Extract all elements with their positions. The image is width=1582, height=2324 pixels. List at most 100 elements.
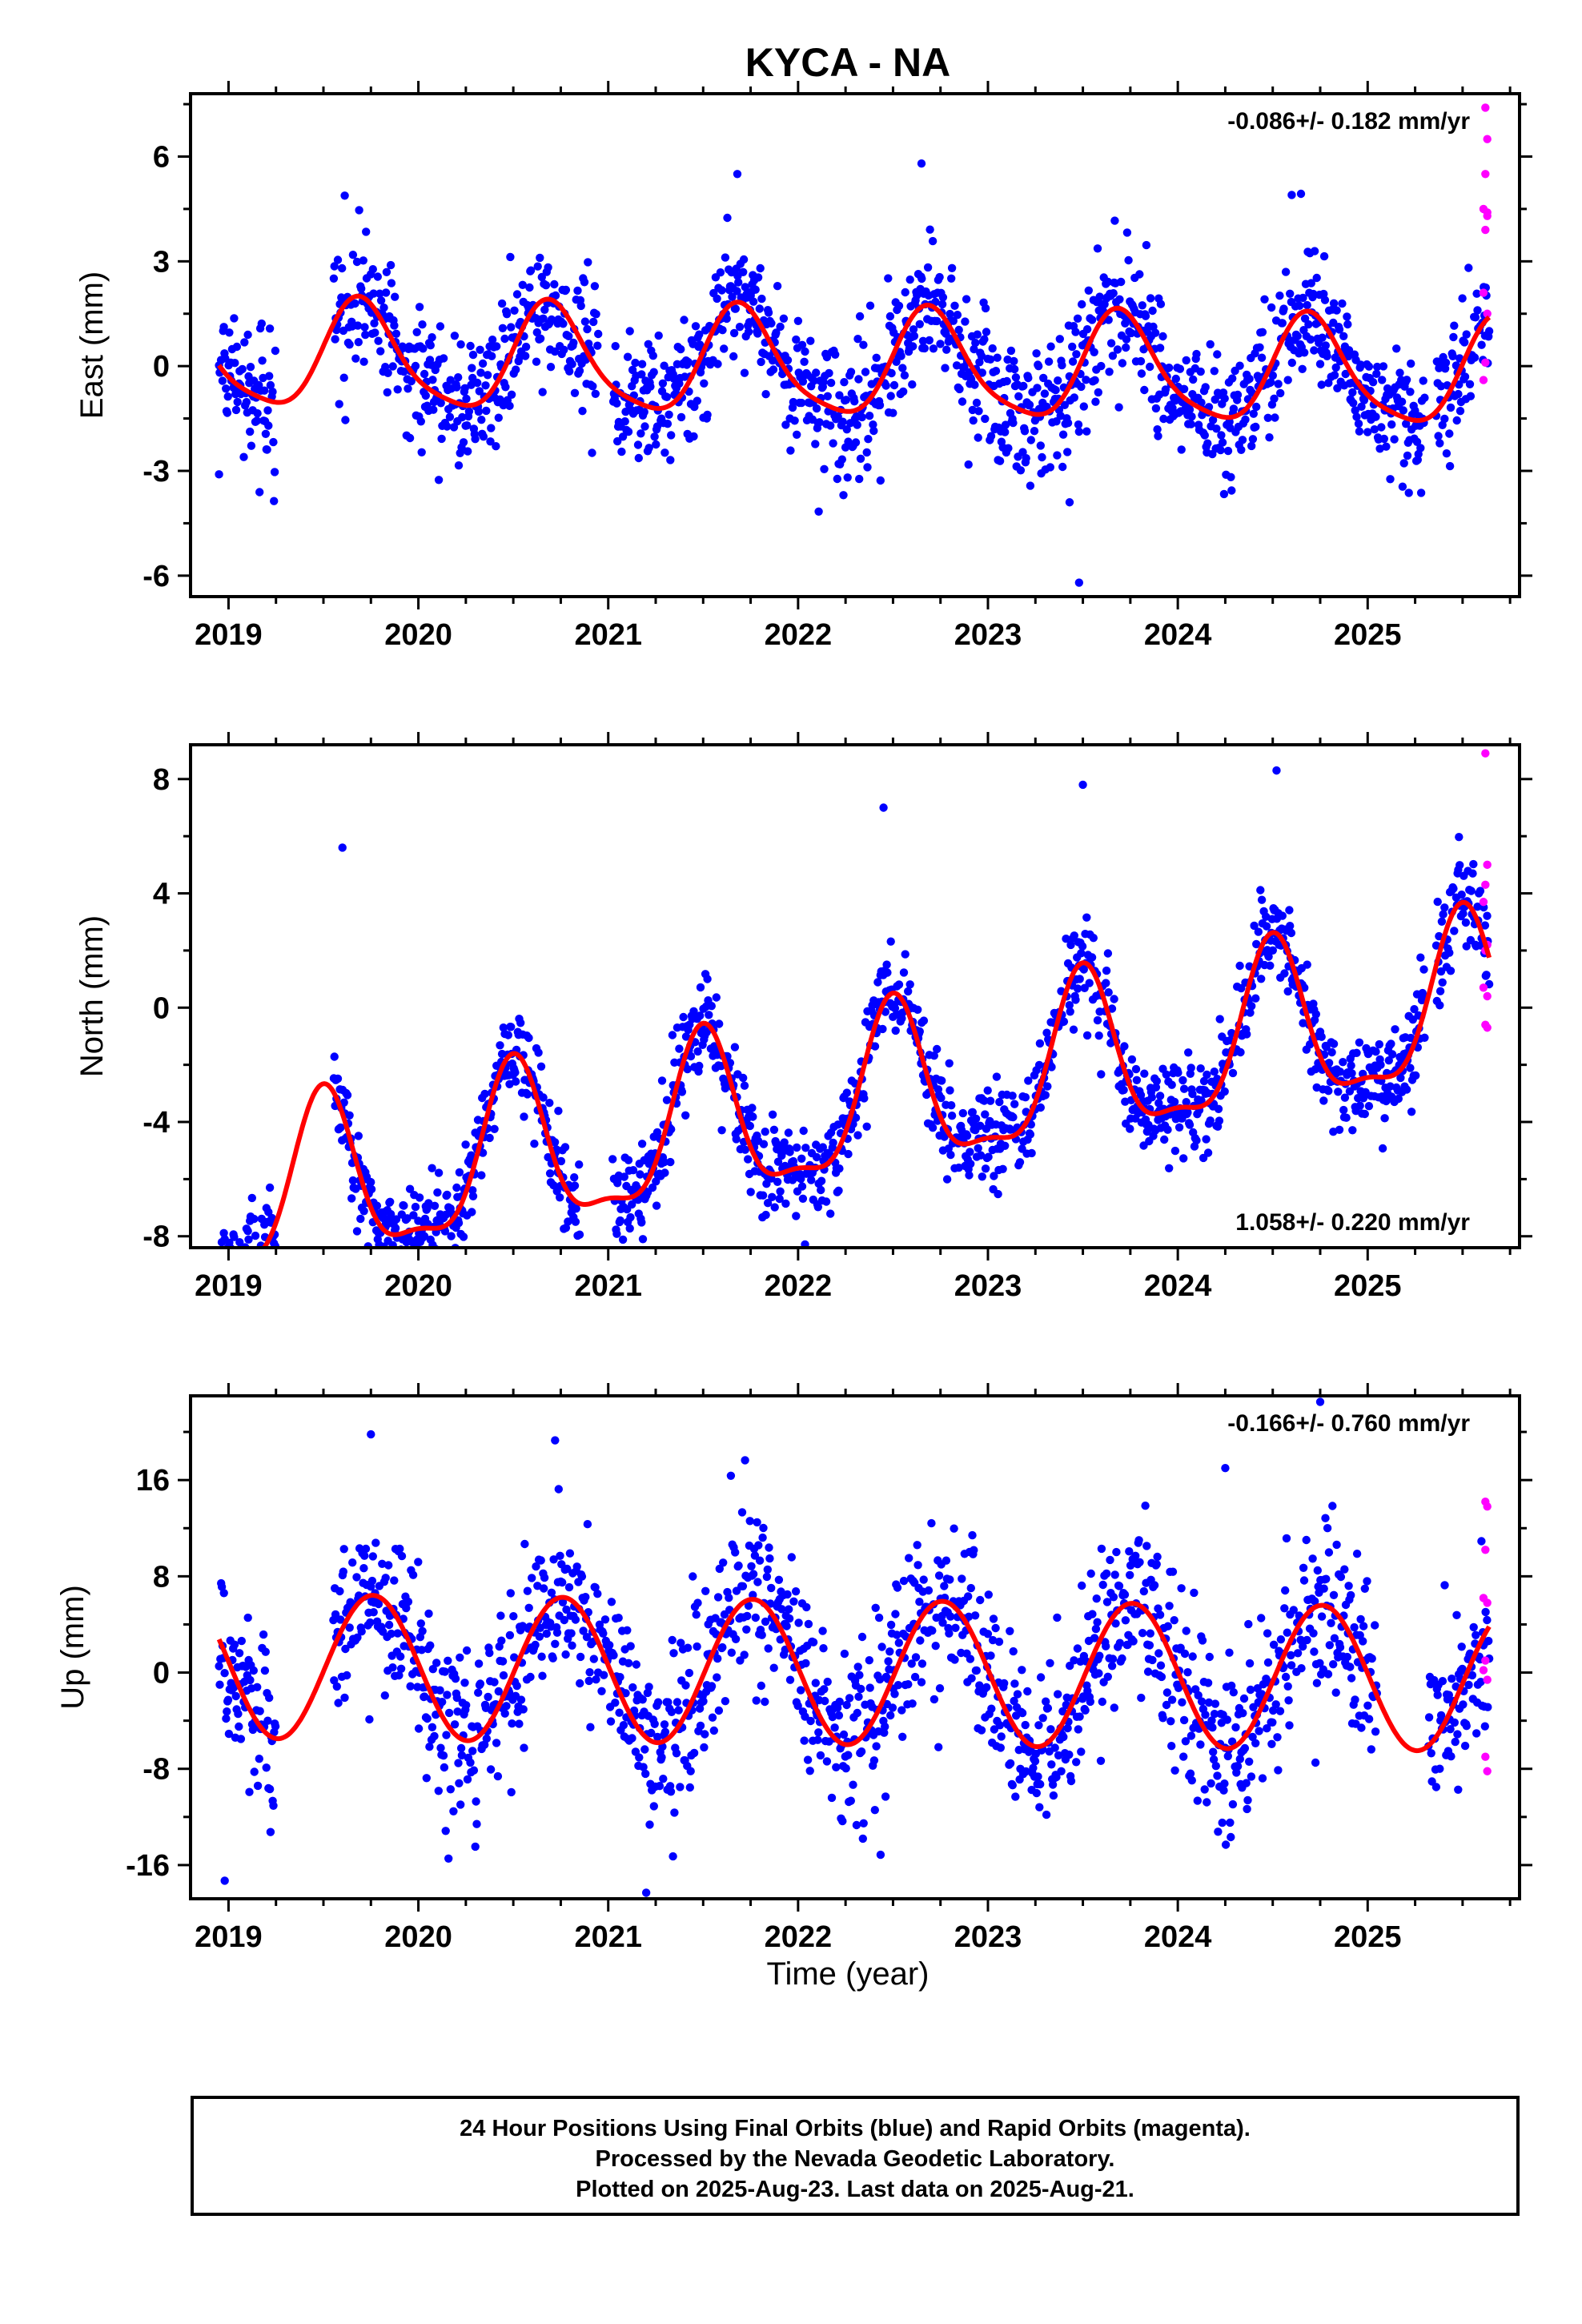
data-point-final <box>230 314 239 323</box>
data-point-final <box>853 1708 862 1718</box>
data-point-final <box>388 1240 397 1248</box>
data-point-final <box>1058 462 1067 472</box>
data-point-final <box>340 191 349 200</box>
data-point-final <box>976 1595 985 1605</box>
data-point-final <box>253 1683 262 1691</box>
data-point-final <box>739 255 749 264</box>
data-point-final <box>1129 1637 1138 1646</box>
data-point-final <box>1233 1762 1243 1771</box>
data-point-final <box>396 1664 406 1673</box>
data-point-final <box>644 1683 653 1691</box>
data-point-final <box>593 1590 602 1598</box>
data-point-final <box>255 1755 263 1763</box>
data-point-final <box>1155 344 1165 352</box>
data-point-final <box>900 371 909 380</box>
data-point-final <box>1051 385 1060 395</box>
data-point-final <box>452 1183 461 1192</box>
data-point-final <box>775 1194 784 1204</box>
data-point-final <box>1094 1669 1103 1678</box>
data-point-final <box>361 1544 371 1554</box>
data-point-final <box>1026 481 1035 490</box>
data-point-final <box>1435 1764 1444 1773</box>
data-point-final <box>1063 448 1072 456</box>
data-point-final <box>485 1133 494 1143</box>
data-point-final <box>230 1640 239 1649</box>
data-point-final <box>1228 1799 1238 1809</box>
data-point-final <box>1108 352 1118 360</box>
data-point-final <box>521 342 531 352</box>
data-point-final <box>693 1047 702 1056</box>
data-point-final <box>1078 780 1087 790</box>
data-point-final <box>1197 398 1206 407</box>
data-point-final <box>225 328 234 337</box>
data-point-final <box>1026 1130 1035 1139</box>
data-point-final <box>1402 420 1411 428</box>
data-point-final <box>1158 332 1167 341</box>
data-point-final <box>1087 953 1097 962</box>
data-point-final <box>703 975 712 983</box>
data-point-final <box>1404 489 1413 497</box>
data-point-final <box>789 1597 798 1606</box>
data-point-final <box>667 431 676 440</box>
data-point-final <box>550 347 560 356</box>
data-point-final <box>1034 1721 1043 1730</box>
data-point-final <box>1090 348 1098 356</box>
data-point-final <box>1434 432 1443 440</box>
data-point-final <box>540 1573 549 1582</box>
data-point-final <box>476 1679 485 1688</box>
data-point-final <box>477 1171 486 1180</box>
data-point-final <box>833 474 842 484</box>
data-point-final <box>1113 345 1122 354</box>
data-point-final <box>467 1151 476 1160</box>
data-point-final <box>1450 1718 1460 1727</box>
data-point-final <box>828 1712 837 1722</box>
data-point-final <box>884 1657 893 1666</box>
data-point-final <box>865 1656 874 1665</box>
data-point-final <box>897 352 905 360</box>
data-point-final <box>1319 1584 1328 1593</box>
y-tick-label: 0 <box>153 350 170 384</box>
data-point-final <box>1447 1675 1456 1683</box>
data-point-final <box>1163 1125 1172 1134</box>
data-point-final <box>371 1270 379 1278</box>
data-point-final <box>407 376 416 386</box>
data-point-final <box>891 1610 900 1618</box>
data-point-final <box>637 1140 647 1148</box>
data-point-final <box>861 368 870 376</box>
data-point-final <box>1077 1747 1086 1756</box>
data-point-final <box>1346 1663 1355 1671</box>
data-point-final <box>978 1172 987 1181</box>
data-point-final <box>998 1164 1007 1174</box>
data-point-final <box>1022 454 1030 463</box>
data-point-final <box>1190 1588 1199 1598</box>
data-point-final <box>1364 1715 1374 1723</box>
data-point-final <box>1473 903 1482 911</box>
data-point-final <box>419 344 428 353</box>
data-point-final <box>1227 472 1235 481</box>
data-point-final <box>445 412 455 421</box>
data-point-final <box>1327 1618 1335 1628</box>
data-point-final <box>776 1187 785 1196</box>
data-point-final <box>393 1629 402 1638</box>
data-point-final <box>1120 1590 1130 1599</box>
data-point-final <box>1088 1610 1097 1618</box>
data-point-final <box>720 344 729 353</box>
data-point-final <box>1283 987 1292 996</box>
data-point-rapid <box>1479 983 1488 992</box>
data-point-final <box>1103 277 1113 287</box>
data-point-final <box>1021 1720 1030 1730</box>
data-point-final <box>261 429 271 438</box>
data-point-final <box>1402 1085 1411 1094</box>
data-point-final <box>597 1687 606 1695</box>
data-point-final <box>1321 341 1331 350</box>
data-point-final <box>417 448 426 456</box>
data-point-final <box>758 1533 767 1542</box>
data-point-final <box>236 1735 246 1743</box>
data-point-final <box>1148 1655 1157 1665</box>
data-point-final <box>1246 1008 1255 1017</box>
data-point-final <box>580 278 589 287</box>
data-point-final <box>783 1590 792 1599</box>
data-point-final <box>894 1638 904 1647</box>
data-point-final <box>499 1023 508 1032</box>
data-point-final <box>469 1766 479 1775</box>
